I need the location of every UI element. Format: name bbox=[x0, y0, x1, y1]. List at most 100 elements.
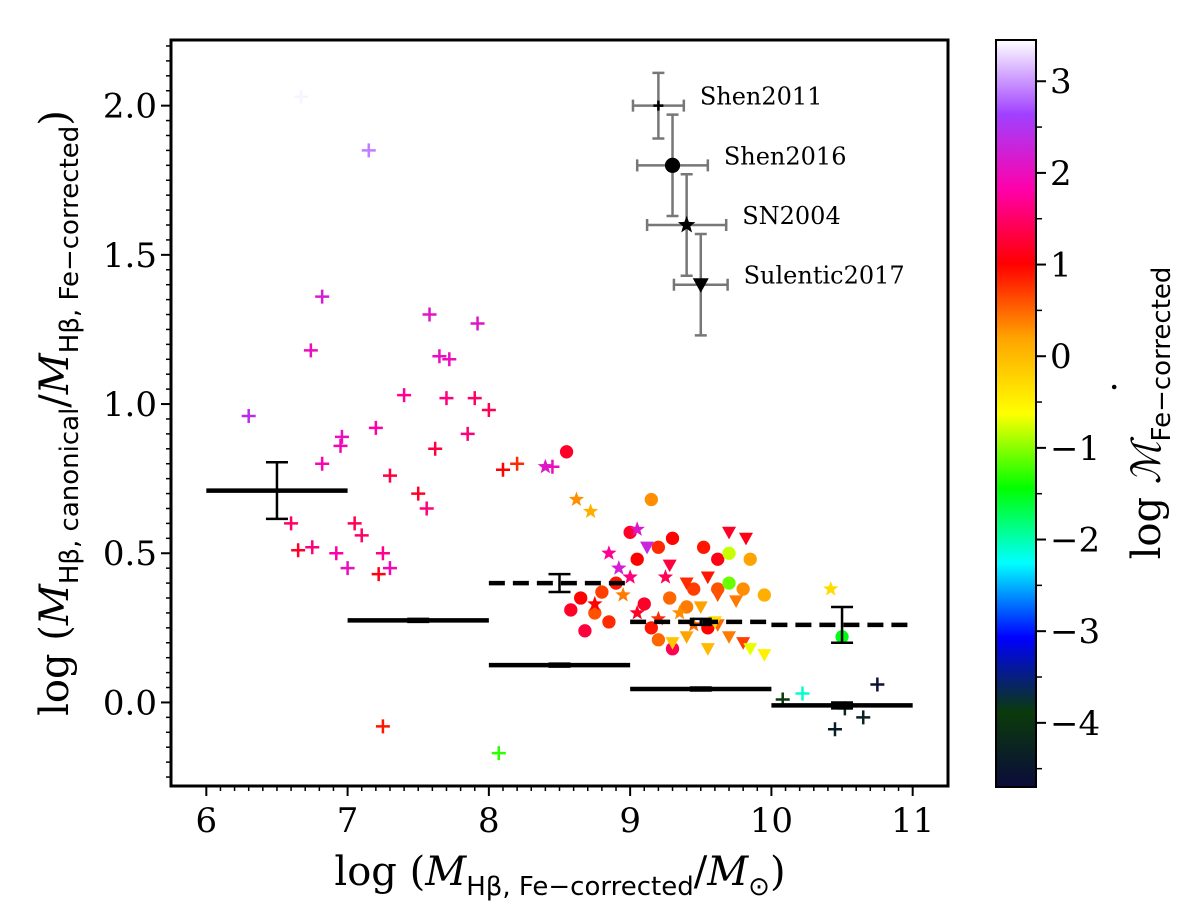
colorbar-tick-label: −2 bbox=[1050, 521, 1100, 561]
colorbar-tick-label: −1 bbox=[1050, 429, 1100, 469]
data-point-shen2011 bbox=[422, 307, 437, 322]
data-point-shen2016 bbox=[757, 588, 771, 602]
data-point-shen2011 bbox=[303, 343, 318, 358]
data-point-sn2004 bbox=[601, 545, 617, 560]
data-point-shen2011 bbox=[284, 516, 299, 531]
colorbar-title-dot: ˙ bbox=[1107, 377, 1153, 397]
data-point-sn2004 bbox=[823, 581, 839, 596]
legend-label-sulentic2017: Sulentic2017 bbox=[744, 262, 905, 290]
data-point-sulentic2017 bbox=[700, 571, 715, 585]
data-point-sn2004 bbox=[650, 610, 666, 626]
x-tick-label: 9 bbox=[619, 801, 641, 841]
colorbar-tick-label: 0 bbox=[1050, 337, 1072, 377]
data-point-sulentic2017 bbox=[729, 595, 744, 608]
data-point-sulentic2017 bbox=[743, 643, 758, 656]
data-point-sulentic2017 bbox=[736, 637, 751, 650]
data-point-shen2011 bbox=[510, 456, 525, 471]
legend-label-shen2016: Shen2016 bbox=[724, 142, 847, 170]
legend-marker-sulentic2017 bbox=[692, 278, 709, 293]
binned-dashed-errorbar bbox=[548, 572, 571, 594]
data-point-sn2004 bbox=[537, 458, 553, 474]
data-point-shen2016 bbox=[630, 552, 644, 566]
data-point-shen2011 bbox=[382, 561, 397, 576]
data-point-sulentic2017 bbox=[722, 526, 737, 540]
data-point-shen2016 bbox=[564, 603, 578, 617]
data-point-shen2016 bbox=[637, 597, 651, 611]
binned-solid-errorbar bbox=[689, 686, 712, 692]
x-tick-label: 8 bbox=[478, 801, 500, 841]
data-point-sn2004 bbox=[587, 595, 603, 611]
data-point-shen2011 bbox=[291, 543, 306, 558]
data-point-shen2016 bbox=[578, 624, 592, 638]
y-tick-label: 0.0 bbox=[103, 683, 157, 723]
legend-marker-sn2004 bbox=[677, 215, 696, 233]
x-tick-label: 6 bbox=[195, 801, 217, 841]
data-point-shen2011 bbox=[361, 143, 376, 158]
colorbar-axis: −4 −3 −2 −1 0 1 2 3 bbox=[1036, 62, 1100, 770]
data-point-sulentic2017 bbox=[640, 541, 655, 555]
data-point-sulentic2017 bbox=[693, 601, 708, 614]
data-point-sn2004 bbox=[671, 604, 688, 620]
y-tick-label: 1.5 bbox=[103, 236, 157, 276]
data-point-shen2016 bbox=[736, 582, 750, 596]
data-point-shen2011 bbox=[340, 561, 355, 576]
data-point-sulentic2017 bbox=[738, 532, 753, 546]
colorbar-title: log ℳFe−corrected bbox=[1124, 267, 1177, 560]
y-axis: 0.0 0.5 1.0 1.5 2.0 bbox=[103, 45, 171, 778]
x-axis-title: log (MHβ, Fe−corrected/M⊙) bbox=[334, 849, 785, 902]
data-point-shen2011 bbox=[491, 746, 506, 761]
x-axis: 6 7 8 9 10 11 bbox=[195, 786, 934, 841]
data-point-shen2011 bbox=[467, 391, 482, 406]
binned-solid-errorbar bbox=[548, 662, 571, 668]
x-tick-label: 7 bbox=[337, 801, 359, 841]
legend-label-sn2004: SN2004 bbox=[742, 202, 841, 230]
data-point-shen2011 bbox=[481, 403, 496, 418]
data-point-sn2004 bbox=[611, 560, 627, 575]
data-point-shen2011 bbox=[305, 540, 320, 555]
binned-dashed-errorbar bbox=[689, 617, 712, 627]
data-point-sn2004 bbox=[622, 569, 638, 584]
y-axis-title: log (MHβ, canonical/MHβ, Fe−corrected) bbox=[32, 110, 85, 716]
data-point-sulentic2017 bbox=[679, 577, 694, 591]
data-point-shen2011 bbox=[375, 546, 390, 561]
data-point-shen2016 bbox=[651, 633, 666, 647]
data-point-sulentic2017 bbox=[700, 643, 715, 656]
data-point-shen2011 bbox=[347, 516, 362, 531]
data-point-shen2011 bbox=[333, 438, 348, 453]
data-point-shen2016 bbox=[651, 540, 666, 554]
data-point-shen2016 bbox=[722, 576, 736, 590]
data-point-sn2004 bbox=[582, 503, 599, 518]
binned-solid-errorbar bbox=[265, 460, 288, 521]
data-point-shen2011 bbox=[827, 722, 842, 737]
data-point-shen2011 bbox=[354, 528, 369, 543]
data-point-sulentic2017 bbox=[665, 637, 680, 650]
x-tick-label: 10 bbox=[750, 801, 793, 841]
data-point-shen2016 bbox=[743, 552, 757, 566]
data-point-sn2004 bbox=[629, 604, 645, 620]
colorbar bbox=[995, 39, 1037, 788]
data-point-shen2011 bbox=[371, 567, 386, 582]
data-point-shen2011 bbox=[315, 289, 330, 304]
data-point-shen2011 bbox=[428, 441, 443, 456]
data-point-shen2011 bbox=[439, 391, 454, 406]
data-point-shen2011 bbox=[442, 352, 457, 367]
data-point-sulentic2017 bbox=[662, 559, 677, 573]
data-point-shen2016 bbox=[602, 615, 616, 629]
data-point-shen2016 bbox=[559, 445, 574, 459]
data-point-shen2011 bbox=[795, 686, 810, 701]
data-point-shen2016 bbox=[665, 531, 680, 545]
scatter-layer bbox=[241, 89, 885, 761]
data-point-shen2016 bbox=[588, 606, 602, 620]
data-point-sulentic2017 bbox=[722, 631, 737, 644]
data-point-shen2016 bbox=[696, 540, 711, 554]
data-point-shen2016 bbox=[644, 492, 658, 507]
colorbar-tick-label: −3 bbox=[1050, 612, 1100, 652]
data-point-shen2011 bbox=[397, 388, 412, 403]
colorbar-tick-label: 1 bbox=[1050, 246, 1072, 286]
data-point-shen2011 bbox=[382, 468, 397, 483]
colorbar-tick-label: 3 bbox=[1050, 62, 1072, 102]
data-point-shen2011 bbox=[375, 719, 390, 734]
binned-solid-errorbar bbox=[407, 617, 430, 624]
data-point-shen2016 bbox=[595, 585, 609, 599]
